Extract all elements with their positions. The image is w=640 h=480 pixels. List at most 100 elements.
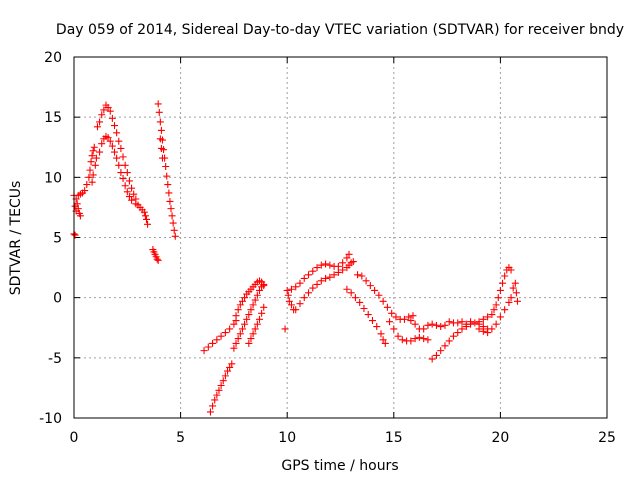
data-point xyxy=(232,339,240,347)
data-point xyxy=(253,291,261,299)
data-point xyxy=(326,273,334,281)
data-point xyxy=(496,313,504,321)
data-point xyxy=(76,212,84,220)
series-arc-18 xyxy=(475,279,521,337)
data-point xyxy=(245,339,253,347)
data-point xyxy=(260,303,268,311)
data-point xyxy=(462,323,470,331)
data-point xyxy=(111,148,119,156)
data-point xyxy=(142,215,150,223)
data-point xyxy=(479,327,487,335)
data-point xyxy=(100,106,108,114)
data-point xyxy=(285,297,293,305)
data-point xyxy=(96,118,104,126)
data-point xyxy=(228,360,236,368)
data-point xyxy=(305,271,313,279)
data-point xyxy=(90,143,98,151)
y-tick-label: 20 xyxy=(44,50,62,66)
data-point xyxy=(398,336,406,344)
data-point xyxy=(92,154,100,162)
data-point xyxy=(287,285,295,293)
data-point xyxy=(125,177,133,185)
data-point xyxy=(171,232,179,240)
data-point xyxy=(206,408,214,416)
data-point xyxy=(475,318,483,326)
series-arc-2 xyxy=(74,143,100,199)
data-point xyxy=(441,321,449,329)
series-arc-1a xyxy=(70,191,84,220)
data-point xyxy=(379,297,387,305)
data-point xyxy=(213,336,221,344)
data-point xyxy=(507,266,515,274)
data-point xyxy=(334,262,342,270)
data-point xyxy=(226,363,234,371)
data-point xyxy=(213,391,221,399)
data-point xyxy=(200,347,208,355)
data-point xyxy=(106,137,114,145)
data-point xyxy=(458,318,466,326)
data-point xyxy=(169,219,177,227)
data-point xyxy=(492,301,500,309)
series-arc-17 xyxy=(475,264,515,326)
data-point xyxy=(93,123,101,131)
data-point xyxy=(221,329,229,337)
data-point xyxy=(157,144,165,152)
data-point xyxy=(253,320,261,328)
data-point xyxy=(255,315,263,323)
data-point xyxy=(420,335,428,343)
data-point xyxy=(141,212,149,220)
data-point xyxy=(360,304,368,312)
data-point xyxy=(236,330,244,338)
data-point xyxy=(334,268,342,276)
data-point xyxy=(428,355,436,363)
data-point xyxy=(420,325,428,333)
data-point xyxy=(424,321,432,329)
data-point xyxy=(345,250,353,258)
data-point xyxy=(154,256,162,264)
data-point xyxy=(445,337,453,345)
plot-frame xyxy=(73,56,608,419)
data-point xyxy=(454,319,462,327)
data-point xyxy=(458,325,466,333)
data-point xyxy=(475,325,483,333)
data-point xyxy=(281,325,289,333)
y-tick-label: 5 xyxy=(53,231,62,247)
data-point xyxy=(115,137,123,145)
data-point xyxy=(157,126,165,134)
x-tick-label: 5 xyxy=(176,430,185,446)
data-point xyxy=(166,197,174,205)
series-arc-6 xyxy=(200,317,240,355)
series-arc-12 xyxy=(343,285,389,347)
data-point xyxy=(236,301,244,309)
data-point xyxy=(454,329,462,337)
data-point xyxy=(322,274,330,282)
data-point xyxy=(300,274,308,282)
data-point xyxy=(494,294,502,302)
data-point xyxy=(379,336,387,344)
data-point xyxy=(381,339,389,347)
data-point xyxy=(130,190,138,198)
data-point xyxy=(471,319,479,327)
data-point xyxy=(479,315,487,323)
series-arc-4 xyxy=(132,200,152,228)
data-point xyxy=(128,184,136,192)
data-point xyxy=(432,321,440,329)
tick-labels: 0 5 10 15 20 25 -10 -5 0 5 10 15 20 xyxy=(39,50,616,446)
data-point xyxy=(117,169,125,177)
data-point xyxy=(484,313,492,321)
series-arc-5a xyxy=(149,246,162,264)
data-point xyxy=(144,220,152,228)
data-point xyxy=(313,280,321,288)
data-point xyxy=(373,323,381,331)
data-point xyxy=(123,169,131,177)
data-point xyxy=(377,330,385,338)
y-tick-label: -10 xyxy=(39,411,62,427)
data-point xyxy=(358,272,366,280)
data-point xyxy=(488,325,496,333)
data-point xyxy=(292,306,300,314)
data-point xyxy=(98,140,106,148)
series-arc-10 xyxy=(281,286,298,333)
data-point xyxy=(512,289,520,297)
data-point xyxy=(123,188,131,196)
data-point xyxy=(284,291,292,299)
